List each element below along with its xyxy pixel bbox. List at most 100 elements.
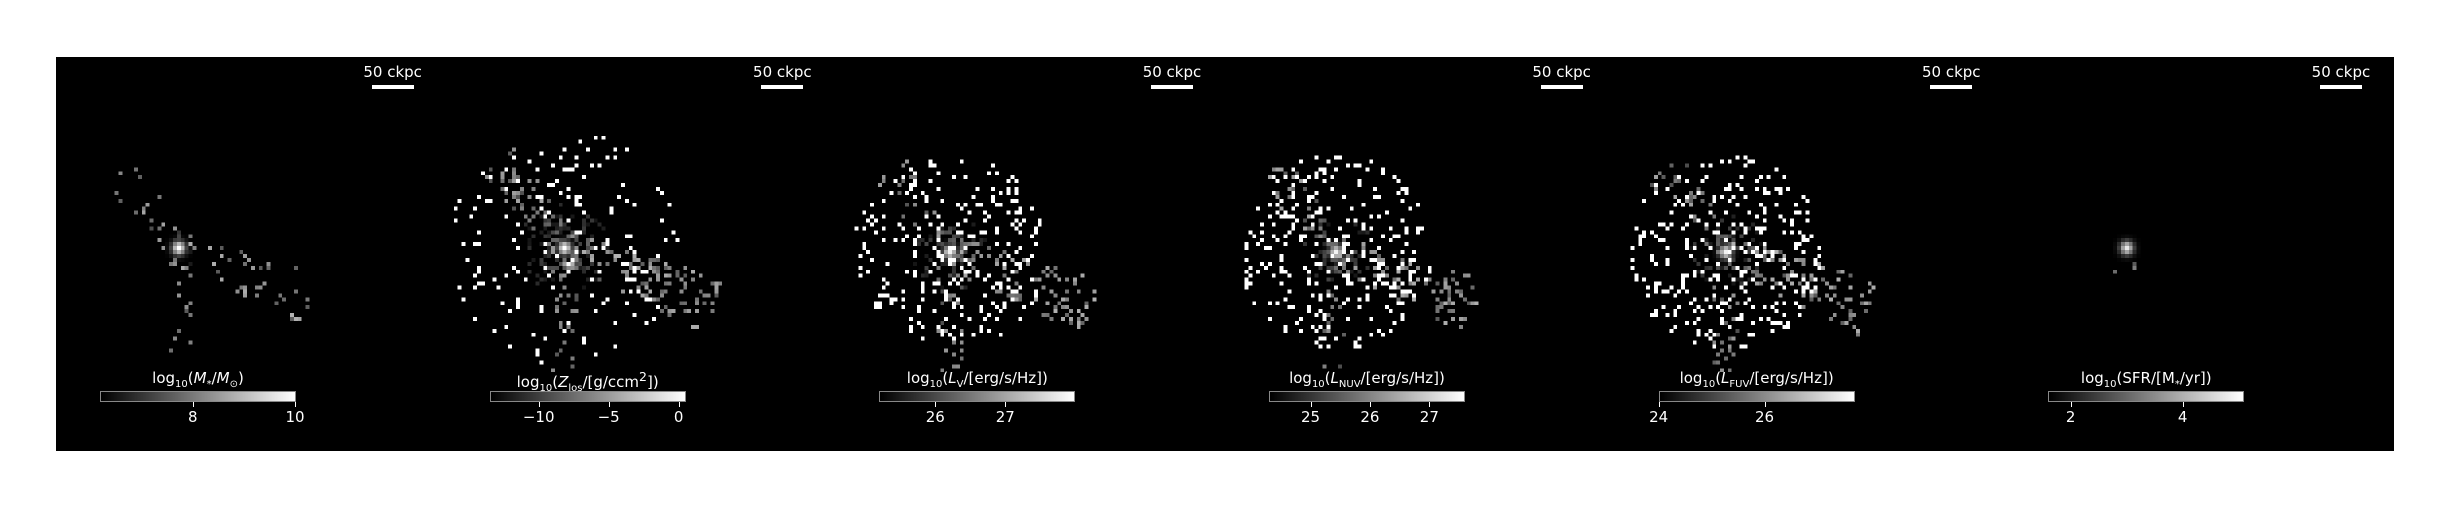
scale-bar-line [761,85,804,89]
colorbar-tick-label: 10 [285,408,305,426]
colorbar-label-part: ]) [647,373,659,391]
colorbar-label-part: ( [942,369,949,387]
colorbar-label: log10(LV/[erg/s/Hz]) [879,369,1075,390]
colorbar-label-part: 10 [929,379,943,390]
colorbar-label-part: V [956,379,964,390]
colorbar-label: log10(LFUV/[erg/s/Hz]) [1659,369,1855,390]
colorbar-tick [1658,402,1660,407]
colorbar-label-part: M [216,369,230,387]
colorbar-gradient [1658,391,1855,402]
colorbar-tick-label: 26 [1755,408,1775,426]
colorbar-label: log10(Zlos/[g/ccm2]) [490,369,686,394]
scale-bar: 50 ckpc [2306,63,2376,89]
colorbar-label-part: 10 [1311,379,1325,390]
scale-bar-label: 50 ckpc [1532,63,1591,81]
colorbar-tick [1764,402,1766,407]
colorbar-ticks: 25 26 27 [1269,402,1465,426]
colorbar-tick-label: 8 [188,408,198,426]
scale-bar-label: 50 ckpc [1922,63,1981,81]
colorbar-tick-label: 26 [1360,408,1380,426]
map-panel-6: 50 ckpc log10(SFR/[M*/yr]) 2 4 [2004,57,2394,451]
scale-bar-line [371,85,414,89]
scale-bar-label: 50 ckpc [363,63,422,81]
galaxy-map-image [835,57,1225,451]
colorbar-tick [1005,402,1007,407]
colorbar-label-part: log [1289,369,1312,387]
colorbar-tick [192,402,194,407]
scale-bar-label: 50 ckpc [2311,63,2371,81]
map-panel-5: 50 ckpc log10(LFUV/[erg/s/Hz]) 24 26 [1614,57,2005,451]
colorbar-label-part: /[erg/s/Hz]) [963,369,1048,387]
colorbar-label-part: log [2080,369,2104,387]
colorbar-tick [2070,402,2072,407]
map-panel-2: 50 ckpc log10(Zlos/[g/ccm2]) −10 −5 0 [445,57,836,451]
colorbar-label-part: log [906,369,930,387]
colorbar-gradient [100,391,296,402]
colorbar-tick-label: 0 [673,408,684,426]
colorbar-ticks: 26 27 [879,402,1075,426]
scale-bar: 50 ckpc [1527,63,1597,89]
colorbar-label-part: ( [187,369,194,387]
colorbar-tick-label: 25 [1300,408,1321,426]
colorbar-tick [608,402,610,407]
colorbar-label-part: log [516,373,540,391]
colorbar-label-part: L [1721,369,1730,387]
colorbar-label-part: * [2174,379,2180,390]
galaxy-map-image [445,57,836,451]
colorbar-tick [1310,402,1312,407]
scale-bar-line [1540,85,1583,89]
scale-bar-line [2319,85,2362,89]
galaxy-map-image [56,57,446,451]
colorbar-tick [538,402,540,407]
colorbar-gradient [489,391,686,402]
colorbar-label-part: /[erg/s/Hz]) [1749,369,1834,387]
galaxy-map-image [1614,57,2005,451]
colorbar-tick [295,402,296,407]
colorbar-label-part: ( [1324,369,1331,387]
colorbar-label-part: NUV [1338,379,1361,390]
scale-bar: 50 ckpc [747,63,817,89]
colorbar-gradient [2048,391,2245,402]
colorbar-tick-label: 26 [925,408,945,426]
colorbar-tick [1429,402,1431,407]
colorbar-label-part: L [948,369,957,387]
scale-bar-label: 50 ckpc [1142,63,1202,81]
colorbar-label: log10(LNUV/[erg/s/Hz]) [1269,369,1465,390]
colorbar-label-part: (SFR/[M [2116,369,2175,387]
scale-bar: 50 ckpc [1916,63,1986,89]
map-panel-1: 50 ckpc log10(M*/M⊙) 8 10 [56,57,446,451]
colorbar-tick-label: −10 [522,408,555,426]
colorbar-tick-label: 27 [1419,408,1439,426]
scale-bar-label: 50 ckpc [753,63,812,81]
colorbar-label-part: ( [1715,369,1722,387]
colorbar-tick [678,402,680,407]
colorbar-label-part: log [152,369,176,387]
scale-bar-line [1930,85,1973,89]
colorbar-label-part: /[g/ccm [582,373,640,391]
colorbar-tick-label: 27 [995,408,1015,426]
colorbar-label-part: /[erg/s/Hz]) [1360,369,1445,387]
colorbar-ticks: 24 26 [1649,402,1855,426]
colorbar-label-part: 10 [539,383,553,394]
colorbar-ticks: 8 10 [100,402,305,426]
map-panel-4: 50 ckpc log10(LNUV/[erg/s/Hz]) 25 26 27 [1224,57,1615,451]
colorbar-tick-label: −5 [597,408,620,426]
colorbar-label-part: Z [558,373,569,391]
galaxy-map-image [1224,57,1615,451]
galaxy-map-image [2004,57,2394,451]
colorbar-gradient [879,391,1076,402]
scale-bar-line [1150,85,1193,89]
colorbar-gradient [1268,391,1465,402]
colorbar-tick [935,402,937,407]
colorbar-ticks: −10 −5 0 [490,402,686,426]
map-panel-3: 50 ckpc log10(LV/[erg/s/Hz]) 26 27 [835,57,1225,451]
colorbar-label-part: ( [552,373,559,391]
colorbar-label-part: * [206,379,212,390]
colorbar-label-part: los [568,383,583,394]
colorbar-label-part: 10 [2103,379,2117,390]
colorbar-label-part: 10 [175,379,188,390]
colorbar-label-part: ⊙ [229,379,238,390]
colorbar-label: log10(M*/M⊙) [100,369,296,390]
colorbar-tick-label: 24 [1649,408,1669,426]
